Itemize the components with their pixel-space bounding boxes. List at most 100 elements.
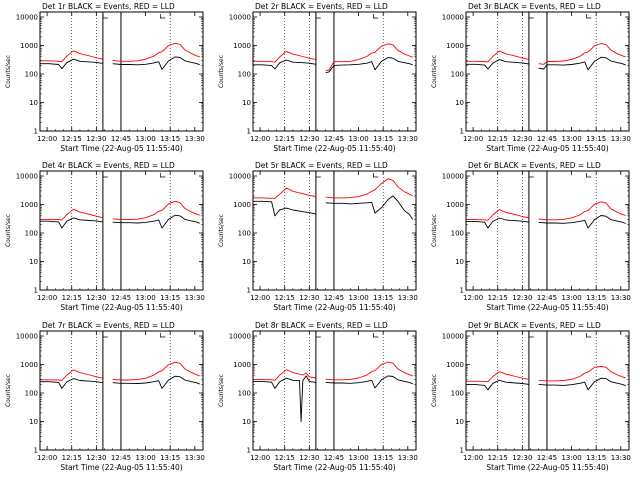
x-tick-label: 12:15 [62,294,82,302]
panel-det-9: Det 9r BLACK = Events, RED = LLD Counts/s… [431,321,631,472]
y-tick-label: 1000 [20,361,38,369]
lld-series-line [40,50,103,63]
lld-series-line [253,187,316,199]
x-tick-label: 12:45 [537,294,557,302]
x-tick-label: 12:30 [86,454,106,462]
x-tick-label: 13:15 [586,135,606,143]
x-tick-label: 12:15 [275,294,295,302]
bracket-marker [585,173,592,178]
x-tick-label: 12:45 [324,454,344,462]
panel-det-3: Det 3r BLACK = Events, RED = LLD Counts/s… [431,2,631,153]
events-series-line [253,59,316,70]
plot-frame [252,11,417,132]
lld-series-line [253,369,316,381]
lld-series-line [538,201,626,221]
events-series-line [40,378,103,389]
x-axis-label: Start Time (22-Aug-05 11:55:40) [60,144,182,153]
events-series-line [325,57,413,74]
y-axis-label: Counts/sec [218,214,225,247]
plot-frame [39,330,204,451]
x-axis-label: Start Time (22-Aug-05 11:55:40) [273,463,395,472]
bracket-marker [528,14,534,19]
x-tick-label: 13:15 [373,294,393,302]
events-series-line [466,379,529,391]
x-tick-label: 13:30 [611,454,631,462]
plot-frame [465,170,630,291]
y-tick-label: 1 [460,128,464,136]
panel-det-6: Det 6r BLACK = Events, RED = LLD Counts/s… [431,161,631,312]
y-axis-label: Counts/sec [431,374,438,407]
x-tick-label: 12:15 [275,135,295,143]
y-tick-label: 100 [238,390,251,398]
panel-title: Det 1r BLACK = Events, RED = LLD [42,2,175,11]
y-tick-label: 10000 [442,14,464,22]
x-tick-label: 12:45 [324,294,344,302]
bracket-marker [315,333,321,338]
y-tick-label: 100 [25,71,38,79]
y-tick-label: 100 [451,71,464,79]
y-tick-label: 1000 [446,201,464,209]
y-tick-label: 1 [247,128,251,136]
y-tick-label: 1 [247,287,251,295]
events-series-line [538,56,626,71]
x-tick-label: 13:00 [561,135,581,143]
y-tick-label: 10 [29,258,38,266]
bracket-marker [159,333,166,338]
x-axis-label: Start Time (22-Aug-05 11:55:40) [486,144,608,153]
x-axis-label: Start Time (22-Aug-05 11:55:40) [60,463,182,472]
y-axis-label: Counts/sec [218,55,225,88]
x-tick-label: 13:15 [586,294,606,302]
y-tick-label: 10000 [16,14,38,22]
x-tick-label: 12:45 [537,454,557,462]
y-tick-label: 1000 [233,361,251,369]
x-tick-label: 12:00 [463,135,483,143]
y-tick-label: 10 [242,99,251,107]
x-tick-label: 12:30 [512,294,532,302]
y-tick-label: 10000 [229,173,251,181]
x-tick-label: 12:15 [488,454,508,462]
x-tick-label: 12:15 [488,294,508,302]
x-tick-label: 13:15 [586,454,606,462]
x-tick-label: 13:30 [398,135,418,143]
y-tick-label: 10 [29,99,38,107]
x-tick-label: 13:00 [135,294,155,302]
x-tick-label: 12:30 [512,135,532,143]
x-tick-label: 12:15 [62,135,82,143]
lld-series-line [325,361,413,381]
y-tick-label: 1000 [233,201,251,209]
y-tick-label: 10000 [442,333,464,341]
lld-series-line [538,43,626,65]
lld-series-line [466,371,529,383]
x-tick-label: 13:30 [611,294,631,302]
y-tick-label: 100 [25,390,38,398]
x-tick-label: 12:30 [86,135,106,143]
bracket-marker [315,173,321,178]
x-tick-label: 12:00 [37,294,57,302]
x-tick-label: 13:15 [373,135,393,143]
y-tick-label: 1000 [446,42,464,50]
lld-series-line [40,208,103,221]
y-tick-label: 10 [455,258,464,266]
x-tick-label: 13:00 [135,135,155,143]
x-tick-label: 13:15 [160,454,180,462]
lld-series-line [112,42,200,62]
x-tick-label: 12:30 [299,294,319,302]
y-tick-label: 10 [242,418,251,426]
y-tick-label: 1 [34,287,38,295]
panel-det-7: Det 7r BLACK = Events, RED = LLD Counts/s… [5,321,205,472]
y-tick-label: 100 [25,230,38,238]
y-tick-label: 10 [455,99,464,107]
lld-series-line [466,209,529,221]
panel-det-5: Det 5r BLACK = Events, RED = LLD Counts/s… [218,161,418,312]
x-tick-label: 12:15 [275,454,295,462]
x-tick-label: 13:30 [398,454,418,462]
x-tick-label: 12:45 [537,135,557,143]
events-series-line [112,375,200,389]
events-series-line [112,214,200,229]
x-axis-label: Start Time (22-Aug-05 11:55:40) [273,303,395,312]
plot-frame [252,330,417,451]
x-tick-label: 13:30 [185,135,205,143]
y-tick-label: 10 [455,418,464,426]
x-tick-label: 13:30 [611,135,631,143]
